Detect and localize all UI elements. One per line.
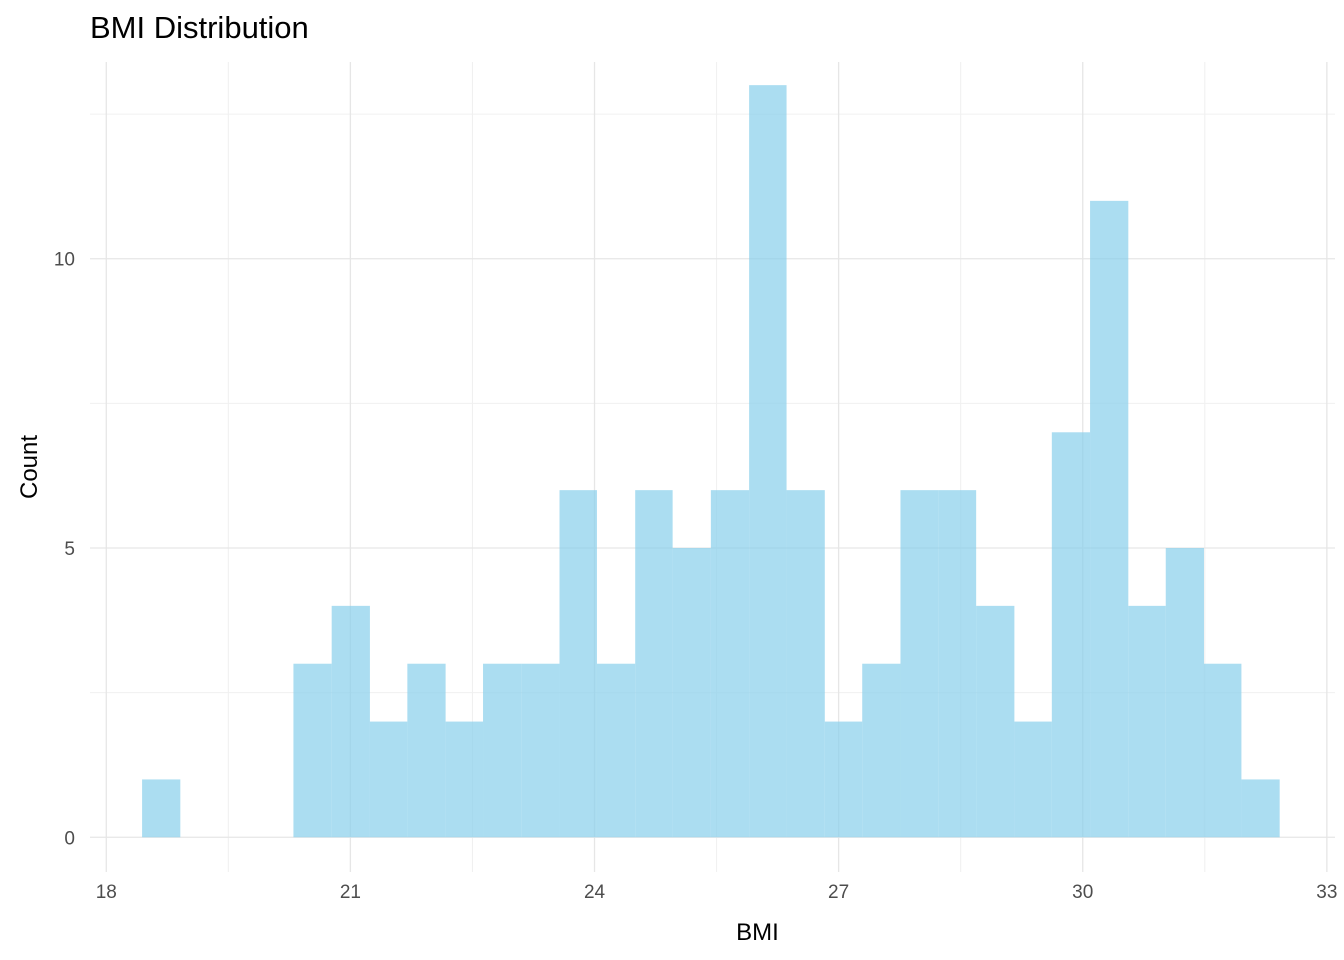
histogram-bar (1241, 779, 1280, 838)
histogram-bar (710, 490, 750, 838)
histogram-bar (1051, 432, 1091, 838)
x-tick-label: 18 (96, 882, 117, 903)
histogram-bar (1165, 548, 1204, 838)
histogram-bar (786, 490, 825, 838)
histogram-bar (976, 605, 1015, 838)
histogram-bar (672, 548, 711, 838)
histogram-bar (142, 779, 181, 838)
histogram-bar (938, 490, 977, 838)
histogram-bar (1014, 721, 1052, 838)
histogram-bar (824, 721, 863, 838)
histogram-bar (900, 490, 939, 838)
histogram-bar (369, 721, 408, 838)
histogram-bar (1203, 663, 1242, 838)
x-tick-label: 33 (1316, 882, 1337, 903)
histogram-bar (407, 663, 446, 838)
histogram-bar (521, 663, 560, 838)
histogram-bar (862, 663, 901, 838)
chart-title: BMI Distribution (90, 10, 309, 45)
histogram-bar (596, 663, 636, 838)
histogram-bar (1090, 200, 1129, 838)
histogram-bar (559, 490, 597, 838)
x-tick-label: 27 (828, 882, 849, 903)
histogram-bar (445, 721, 484, 838)
histogram-bar (749, 85, 787, 838)
x-tick-label: 24 (584, 882, 606, 903)
histogram-bar (293, 663, 332, 838)
histogram-bar (331, 605, 370, 838)
x-axis-title: BMI (736, 919, 779, 946)
histogram-bar (1128, 605, 1166, 838)
histogram-bars (142, 85, 1280, 838)
x-tick-labels: 18 21 24 27 30 33 (96, 882, 1338, 903)
y-axis-title: Count (16, 435, 43, 499)
x-tick-label: 30 (1072, 882, 1093, 903)
histogram-bar (483, 663, 522, 838)
y-tick-labels: 0 5 10 (54, 250, 75, 850)
y-tick-label: 5 (64, 539, 75, 560)
y-tick-label: 0 (64, 828, 75, 849)
x-tick-label: 21 (340, 882, 361, 903)
histogram-bar (635, 490, 673, 838)
y-tick-label: 10 (54, 250, 75, 271)
